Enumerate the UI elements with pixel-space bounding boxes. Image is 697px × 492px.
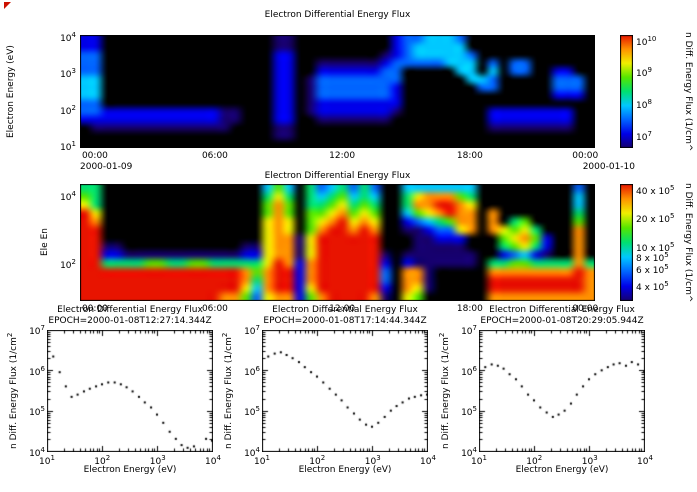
cut2-title: Electron Differential Energy Flux: [272, 305, 418, 315]
cut1-subtitle: EPOCH=2000-01-08T12:27:14.344Z: [48, 316, 212, 326]
tick-label: 108: [636, 97, 652, 111]
tick-label: 104: [461, 446, 477, 459]
red-corner-marker: [4, 2, 11, 9]
tick-label: 00:00: [572, 304, 599, 314]
tick-label: 1010: [636, 34, 657, 48]
tick-label: 107: [244, 324, 260, 337]
middle-colorbar-canvas: [620, 184, 633, 301]
tick-label: 00:00: [81, 151, 108, 161]
cut2-ytick-labels: 107 106 105 104: [235, 324, 260, 459]
top-colorbar-tick-labels: 1010 109 108 107: [636, 35, 692, 148]
cut3-subtitle: EPOCH=2000-01-08T20:29:05.944Z: [480, 316, 644, 326]
cut2-ylabel: n Diff. Energy Flux (1/cm2: [221, 332, 234, 450]
middle-colorbar-label: n Diff. Energy Flux (1/cm^: [683, 182, 693, 303]
cut1-xlabel: Electron Energy (eV): [83, 465, 177, 475]
top-date-left: 2000-01-09: [80, 162, 133, 172]
tick-label: 40 x 105: [636, 183, 675, 197]
tick-label: 104: [637, 454, 653, 467]
cut1-title: Electron Differential Energy Flux: [57, 305, 203, 315]
cut2-xlabel: Electron Energy (eV): [298, 465, 392, 475]
tick-label: 106: [29, 364, 45, 378]
tick-label: 104: [420, 454, 436, 467]
middle-colorbar-tick-labels: 40 x 105 20 x 105 10 x 105 8 x 105 6 x 105 4 …: [636, 184, 694, 301]
tick-label: 104: [205, 454, 221, 467]
tick-label: 18:00: [456, 304, 483, 314]
top-colorbar-label: n Diff. Energy Flux (1/cm^: [683, 31, 693, 152]
middle-spectrogram-xtick-labels: 00:00 06:00 12:00 18:00 00:00: [80, 304, 599, 314]
tick-label: 106: [244, 364, 260, 378]
tick-label: 104: [29, 446, 45, 459]
tick-label: 103: [364, 454, 381, 467]
middle-spectrogram-title: Electron Differential Energy Flux: [264, 171, 411, 181]
cut3-xtick-labels: 101 102 103 104: [471, 453, 653, 467]
tick-label: 06:00: [201, 151, 228, 161]
tick-label: 101: [60, 139, 76, 153]
top-spectrogram-ylabel: Electron Energy (eV): [6, 45, 16, 138]
top-spectrogram-xtick-labels: 00:00 06:00 12:00 18:00 00:00: [80, 151, 599, 161]
tick-label: 6 x 105: [636, 263, 669, 277]
cut2-subtitle: EPOCH=2000-01-08T17:14:44.344Z: [263, 316, 427, 326]
tick-label: 109: [636, 66, 652, 80]
tick-label: 104: [60, 31, 76, 45]
tick-label: 102: [60, 257, 76, 271]
tick-label: 105: [244, 405, 260, 419]
tick-label: 102: [94, 454, 111, 467]
tick-label: 00:00: [81, 304, 108, 314]
cut2-canvas: [262, 330, 428, 452]
tick-label: 18:00: [456, 151, 483, 161]
tick-label: 106: [461, 364, 477, 378]
cut3-xlabel: Electron Energy (eV): [515, 465, 609, 475]
tick-label: 105: [29, 405, 45, 419]
tick-label: 105: [461, 405, 477, 419]
tick-label: 20 x 105: [636, 211, 675, 225]
tick-label: 12:00: [329, 151, 356, 161]
cut1-canvas: [47, 330, 213, 452]
tick-label: 101: [471, 454, 487, 467]
cut2-xtick-labels: 101 102 103 104: [254, 453, 436, 467]
cut3-title: Electron Differential Energy Flux: [489, 305, 635, 315]
tick-label: 10 x 105: [636, 241, 675, 255]
tick-label: 103: [60, 67, 76, 81]
tick-label: 103: [149, 454, 166, 467]
top-spectrogram-canvas: [80, 35, 595, 148]
middle-spectrogram-canvas: [80, 184, 595, 301]
tick-label: 107: [461, 324, 477, 337]
tick-label: 107: [636, 129, 652, 143]
top-spectrogram-title: Electron Differential Energy Flux: [264, 10, 411, 20]
tick-label: 102: [526, 454, 543, 467]
top-spectrogram-ytick-labels: 104 103 102 101: [46, 31, 76, 152]
tick-label: 00:00: [572, 151, 599, 161]
tick-label: 12:00: [329, 304, 356, 314]
tick-label: 101: [39, 454, 55, 467]
tick-label: 104: [244, 446, 260, 459]
tick-label: 107: [29, 324, 45, 337]
cut3-canvas: [479, 330, 645, 452]
top-date-right: 2000-01-10: [582, 162, 635, 172]
tick-label: 102: [60, 103, 76, 117]
cut3-ylabel: n Diff. Energy Flux (1/cm2: [438, 332, 451, 450]
top-colorbar-canvas: [620, 35, 633, 148]
tick-label: 103: [581, 454, 598, 467]
middle-spectrogram-ytick-labels: 104 102: [46, 184, 76, 301]
tick-label: 06:00: [201, 304, 228, 314]
tick-label: 104: [60, 189, 76, 203]
tick-label: 101: [254, 454, 270, 467]
tick-label: 8 x 105: [636, 250, 669, 264]
tick-label: 4 x 105: [636, 279, 669, 293]
tick-label: 102: [309, 454, 326, 467]
cut3-ytick-labels: 107 106 105 104: [452, 324, 477, 459]
cut1-ytick-labels: 107 106 105 104: [20, 324, 45, 459]
cut1-xtick-labels: 101 102 103 104: [39, 453, 221, 467]
cut1-ylabel: n Diff. Energy Flux (1/cm2: [6, 332, 19, 450]
